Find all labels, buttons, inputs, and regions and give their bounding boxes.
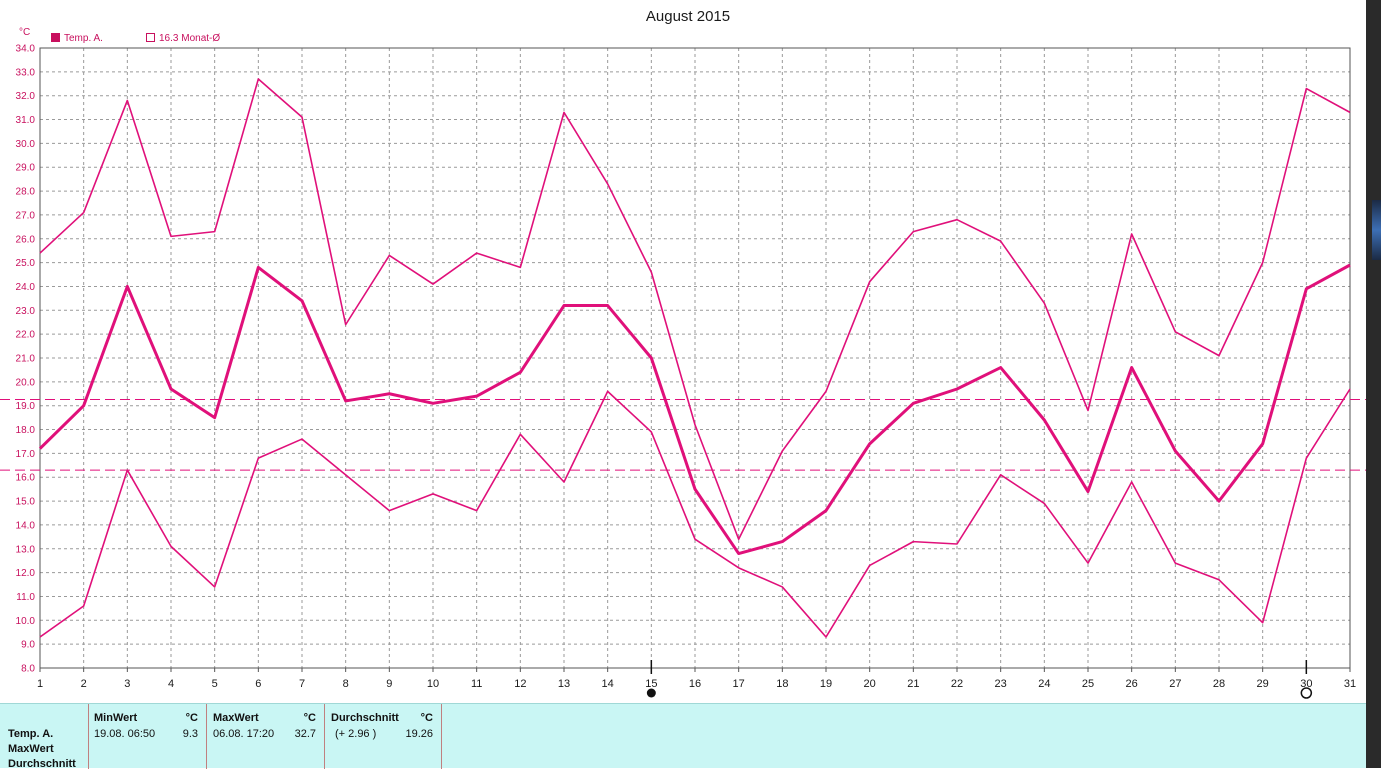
x-tick-label: 13 [558,678,570,690]
x-tick-label: 10 [427,678,439,690]
y-tick-label: 9.0 [21,640,35,651]
stats-panel: Temp. A. MaxWert Durchschnitt MinWert °C… [0,703,1366,770]
y-tick-label: 26.0 [16,234,36,245]
y-tick-label: 11.0 [16,592,35,603]
x-tick-label: 28 [1213,678,1225,690]
legend-filled-square-icon [51,33,60,42]
x-tick-label: 2 [81,678,87,690]
x-tick-label: 16 [689,678,701,690]
stats-avg-column: Durchschnitt °C (+ 2.96 ) 19.26 [324,704,442,769]
avg-unit: °C [420,712,433,724]
y-tick-label: 19.0 [16,401,36,412]
x-tick-label: 23 [995,678,1007,690]
y-tick-label: 34.0 [16,44,36,55]
legend-month-avg-label: 16.3 Monat-Ø [159,33,220,44]
y-tick-label: 28.0 [16,187,36,198]
y-tick-label: 15.0 [16,497,36,508]
chart-title: August 2015 [646,8,730,25]
legend-temp-label: Temp. A. [64,33,103,44]
x-tick-label: 11 [471,678,482,690]
x-tick-label: 5 [212,678,218,690]
x-tick-label: 7 [299,678,305,690]
x-tick-label: 3 [124,678,130,690]
x-tick-label: 15 [645,678,657,690]
min-datetime: 19.08. 06:50 [94,728,156,740]
x-tick-label: 8 [343,678,349,690]
series-line-min [39,388,1351,638]
min-header: MinWert [94,712,138,724]
x-tick-label: 30 [1300,678,1312,690]
x-tick-label: 18 [776,678,788,690]
y-tick-label: 32.0 [16,91,36,102]
legend-empty-square-icon [146,33,155,42]
y-tick-label: 21.0 [16,354,36,365]
x-tick-label: 12 [514,678,526,690]
temperature-chart: August 2015 °C Temp. A. 16.3 Monat-Ø 8.0… [0,8,1366,699]
x-tick-label: 25 [1082,678,1094,690]
y-tick-label: 33.0 [16,67,36,78]
series-line-mean [38,263,1351,556]
moon-markers [646,660,1313,699]
max-header: MaxWert [213,712,259,724]
x-tick-label: 22 [951,678,963,690]
x-tick-label: 31 [1344,678,1356,690]
min-value: 9.3 [182,728,198,740]
y-tick-label: 10.0 [16,616,36,627]
x-tick-label: 6 [255,678,261,690]
x-tick-label: 19 [820,678,832,690]
x-tick-label: 29 [1257,678,1269,690]
avg-delta: (+ 2.96 ) [335,728,377,740]
y-tick-label: 17.0 [16,449,36,460]
grid [39,47,1351,669]
x-tick-label: 4 [168,678,174,690]
new-moon-icon [646,688,656,698]
y-tick-label: 8.0 [21,664,35,675]
y-tick-label: 14.0 [16,520,36,531]
axis-ticks: 8.09.010.011.012.013.014.015.016.017.018… [16,44,1357,691]
x-tick-label: 1 [37,678,43,690]
x-tick-label: 24 [1038,678,1050,690]
x-tick-label: 17 [733,678,745,690]
y-tick-label: 24.0 [16,282,36,293]
window-edge [1366,0,1381,768]
row-label-temp: Temp. A. [8,728,54,740]
x-tick-label: 21 [907,678,919,690]
x-tick-label: 26 [1126,678,1138,690]
max-datetime: 06.08. 17:20 [213,728,275,740]
y-tick-label: 23.0 [16,306,36,317]
y-tick-label: 27.0 [16,210,36,221]
avg-value: 19.26 [405,728,433,740]
y-tick-label: 25.0 [16,258,36,269]
window-edge-highlight [1372,200,1381,260]
min-unit: °C [185,712,198,724]
y-tick-label: 20.0 [16,377,36,388]
x-tick-label: 9 [386,678,392,690]
row-label-max: MaxWert [8,743,54,755]
y-tick-label: 18.0 [16,425,36,436]
avg-header: Durchschnitt [331,712,399,724]
reference-lines [0,398,1366,471]
y-tick-label: 31.0 [16,115,36,126]
y-tick-label: 16.0 [16,473,36,484]
series-line-max [39,78,1351,541]
series-lines [38,78,1351,638]
max-unit: °C [303,712,316,724]
y-tick-label: 22.0 [16,330,36,341]
y-tick-label: 12.0 [16,568,36,579]
stats-row-labels: Temp. A. MaxWert Durchschnitt [0,704,88,770]
full-moon-icon [1300,687,1313,699]
stats-min-column: MinWert °C 19.08. 06:50 9.3 [88,704,206,769]
stats-max-column: MaxWert °C 06.08. 17:20 32.7 [206,704,324,769]
max-value: 32.7 [294,728,316,740]
y-tick-label: 13.0 [16,544,36,555]
y-axis-unit: °C [19,27,30,38]
x-tick-label: 14 [602,678,614,690]
y-tick-label: 29.0 [16,163,36,174]
x-tick-label: 20 [864,678,876,690]
x-tick-label: 27 [1169,678,1181,690]
row-label-avg: Durchschnitt [8,758,76,770]
y-tick-label: 30.0 [16,139,36,150]
